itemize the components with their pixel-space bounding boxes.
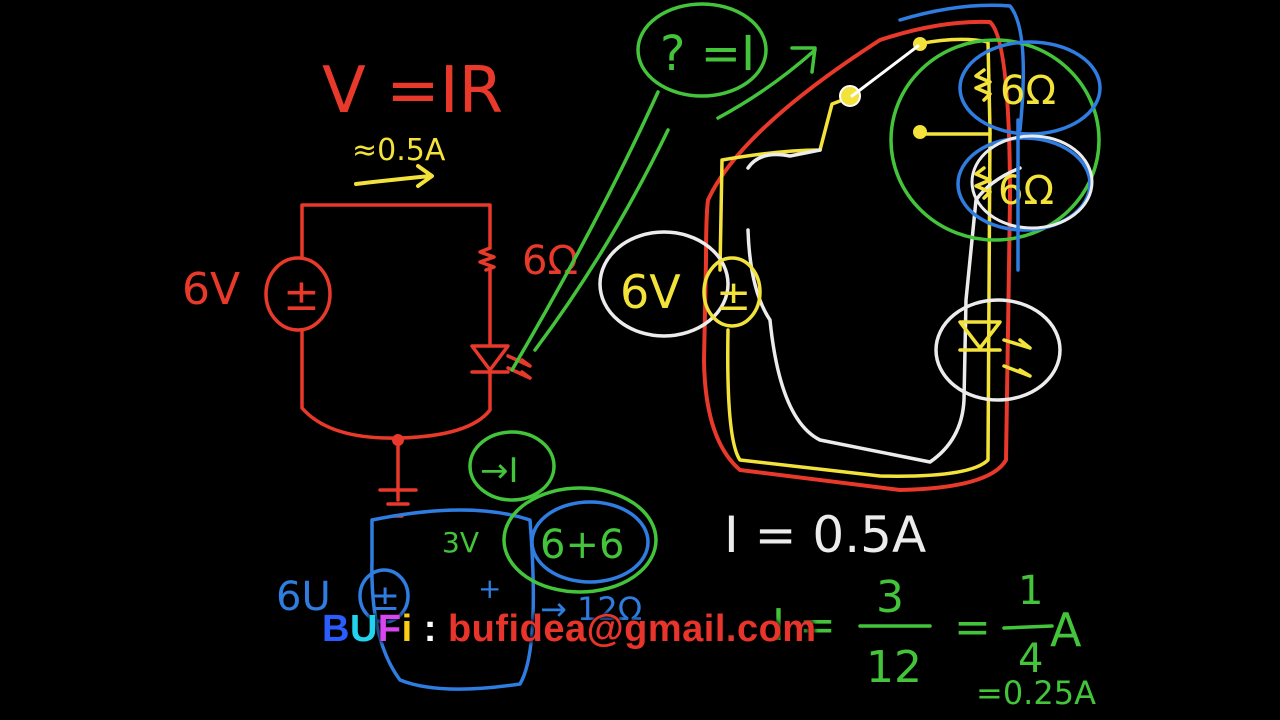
brand-letter-b: B — [322, 608, 350, 650]
sum-outer-circle — [502, 486, 658, 594]
source-voltage: 6V — [620, 265, 681, 319]
bottom-plus: + — [478, 572, 501, 605]
sum-inner-circle — [530, 500, 650, 584]
bottom-battery-circle — [358, 568, 410, 624]
bottom-circuit: →I 6+6 3V + ± 6U → 12Ω — [276, 430, 658, 691]
decimal-result: =0.25A — [976, 674, 1096, 712]
right-circuit: 6V ± 6Ω 6Ω I = 0.5A — [598, 3, 1102, 564]
switch-lever — [850, 44, 920, 98]
result-denominator: 4 — [1018, 636, 1043, 682]
fraction-lhs: I = — [772, 600, 836, 651]
current-bubble — [468, 430, 556, 502]
resistor-bottom-white — [970, 134, 1094, 230]
source-battery — [702, 256, 762, 328]
brand-letter-f: F — [377, 608, 402, 650]
resistor-top-zigzag — [974, 68, 992, 102]
resistor-zigzag — [478, 246, 496, 272]
resistor-bottom-zigzag — [974, 166, 992, 200]
blue-outer-loop — [898, 3, 1026, 132]
switch-node-cursor — [839, 85, 861, 107]
bottom-source-symbol: ± — [370, 578, 400, 619]
left-wire-loop — [300, 203, 492, 440]
resistor-group-circle — [889, 38, 1101, 242]
green-leader-lines — [510, 90, 670, 372]
brand-letter-i: i — [401, 608, 413, 650]
current-result: I = 0.5A — [724, 506, 926, 564]
blue-bottom-loop — [370, 508, 536, 691]
fraction-numerator: 3 — [876, 572, 904, 623]
equivalent-resistance: → 12Ω — [540, 590, 642, 628]
question-annotation: ? =I — [510, 2, 817, 372]
ohms-law-formula: V =IR — [322, 54, 503, 128]
white-loop — [746, 148, 1022, 464]
result-bar — [1002, 624, 1054, 630]
resistor-top-circle — [958, 40, 1102, 136]
fraction-calculation: I = 3 12 = 1 4 A =0.25A — [772, 568, 1096, 712]
watermark-separator: : — [412, 608, 448, 650]
question-bubble — [636, 2, 768, 98]
bottom-voltage: 3V — [442, 526, 479, 559]
led-circle — [934, 298, 1062, 402]
bottom-source-voltage: 6U — [276, 574, 331, 620]
question-text: ? =I — [660, 26, 755, 82]
red-outer-loop — [702, 19, 1012, 492]
led-symbol-right — [958, 320, 1032, 378]
resistor-bottom-circle — [956, 136, 1092, 232]
battery-symbol: ± — [283, 270, 320, 321]
result-numerator: 1 — [1018, 568, 1043, 614]
source-circle — [598, 230, 730, 338]
current-bubble-text: →I — [480, 451, 519, 491]
junction-dot — [392, 434, 404, 446]
approx-current-label: ≈0.5A — [352, 133, 446, 168]
watermark: BUFi : bufidea@gmail.com — [322, 608, 817, 652]
resistor-top-label: 6Ω — [1000, 68, 1056, 114]
voltage-label: 6V — [182, 264, 240, 315]
green-arrow-top — [716, 46, 817, 120]
result-unit: A — [1050, 603, 1082, 657]
resistance-label: 6Ω — [522, 238, 578, 284]
switch-node-mid — [913, 125, 927, 139]
current-arrow — [354, 164, 434, 188]
ground-wire — [378, 436, 418, 518]
fraction-equals: = — [954, 602, 991, 653]
battery-circle — [264, 256, 332, 332]
left-circuit: V =IR ≈0.5A ± 6V 6Ω — [182, 54, 578, 518]
source-symbol: ± — [716, 271, 751, 320]
watermark-email[interactable]: bufidea@gmail.com — [447, 608, 817, 650]
resistor-bottom-label: 6Ω — [998, 168, 1054, 214]
brand-letter-u: U — [349, 608, 378, 650]
sum-label: 6+6 — [540, 522, 624, 568]
fraction-denominator: 12 — [866, 642, 922, 693]
